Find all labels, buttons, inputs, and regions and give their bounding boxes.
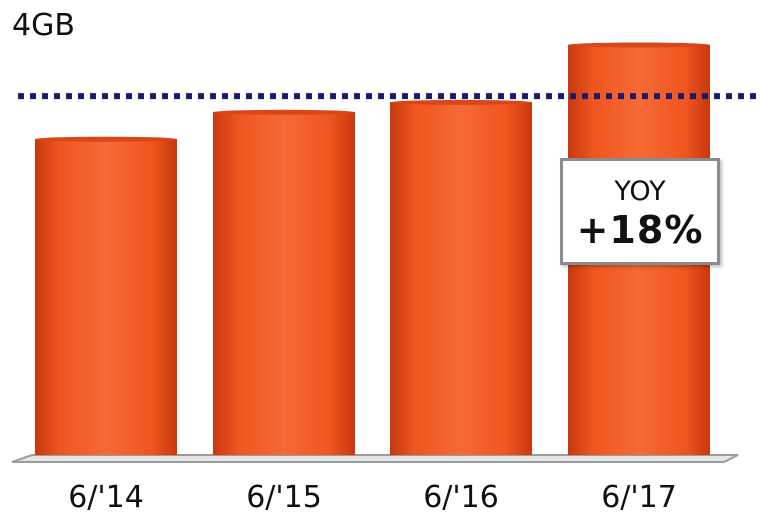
bar-top-1	[35, 136, 177, 142]
chart-floor	[11, 454, 739, 463]
reference-line-label: 4GB	[12, 8, 75, 43]
bar-1	[35, 139, 177, 456]
x-tick-label: 6/'14	[68, 480, 144, 515]
x-tick-label: 6/'15	[246, 480, 322, 515]
yoy-value: +18%	[576, 208, 704, 252]
bar-top-3	[390, 99, 532, 105]
yoy-title: YOY	[614, 176, 666, 207]
x-tick-label: 6/'16	[423, 480, 499, 515]
bar-2	[213, 112, 355, 455]
x-tick-label: 6/'17	[601, 480, 677, 515]
bar-top-4	[568, 42, 710, 48]
bar-3	[390, 102, 532, 456]
yoy-callout: YOY +18%	[560, 158, 720, 265]
bar-top-2	[213, 109, 355, 115]
